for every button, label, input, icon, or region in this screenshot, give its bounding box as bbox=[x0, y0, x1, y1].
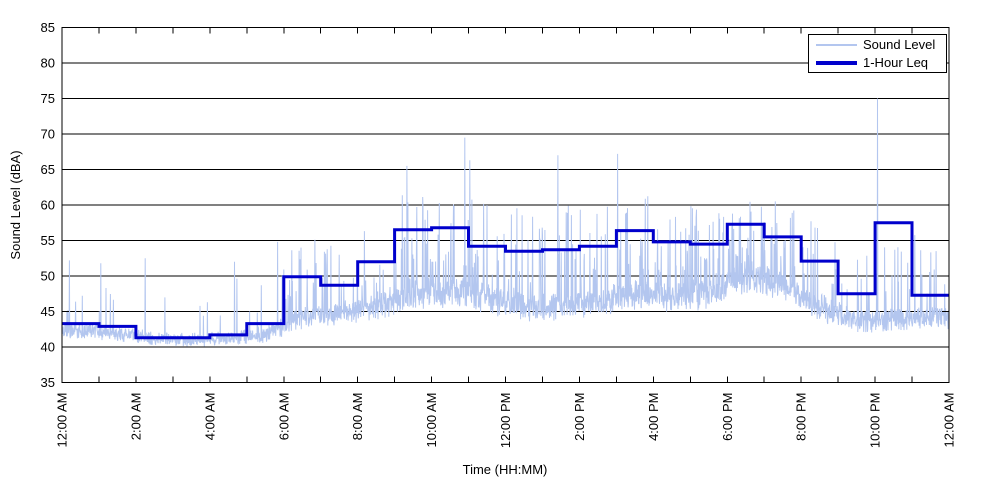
x-tick-label: 8:00 PM bbox=[794, 393, 809, 441]
legend-label-sound-level: Sound Level bbox=[863, 37, 936, 52]
x-tick-label: 12:00 AM bbox=[55, 393, 70, 448]
y-tick-label: 85 bbox=[41, 20, 55, 35]
x-tick-label: 10:00 PM bbox=[868, 393, 883, 449]
sound-level-trace bbox=[61, 98, 950, 347]
leq-step-line bbox=[62, 221, 949, 340]
y-tick-label: 75 bbox=[41, 91, 55, 106]
y-tick-label: 40 bbox=[41, 340, 55, 355]
x-tick-label: 12:00 PM bbox=[498, 393, 513, 449]
x-tick-label: 6:00 AM bbox=[276, 393, 291, 441]
x-tick-label: 4:00 PM bbox=[646, 393, 661, 441]
x-tick-label: 2:00 PM bbox=[572, 393, 587, 441]
x-tick-label: 12:00 AM bbox=[942, 393, 957, 448]
tick-labels: 35 40 45 50 55 60 65 70 75 80 85 12:00 AM 2:00 AM 4:0… bbox=[41, 20, 957, 448]
x-axis-title: Time (HH:MM) bbox=[462, 462, 548, 477]
y-tick-label: 70 bbox=[41, 127, 55, 142]
x-tick-label: 6:00 PM bbox=[720, 393, 735, 441]
x-tick-label: 2:00 AM bbox=[128, 393, 143, 441]
y-tick-label: 80 bbox=[41, 56, 55, 71]
legend-entry-sound-level: Sound Level bbox=[809, 36, 946, 53]
x-tick-label: 10:00 AM bbox=[424, 393, 439, 448]
y-tick-label: 35 bbox=[41, 375, 55, 390]
legend-label-leq: 1-Hour Leq bbox=[863, 55, 929, 70]
sound-level-line-swatch bbox=[816, 43, 857, 46]
legend-entry-leq: 1-Hour Leq bbox=[809, 54, 946, 71]
y-axis-title: Sound Level (dBA) bbox=[8, 150, 23, 260]
legend: Sound Level 1-Hour Leq bbox=[808, 34, 947, 73]
gridlines bbox=[62, 62, 949, 348]
leq-line-swatch bbox=[816, 60, 857, 65]
y-tick-label: 60 bbox=[41, 198, 55, 213]
x-tick-label: 4:00 AM bbox=[202, 393, 217, 441]
y-tick-label: 50 bbox=[41, 269, 55, 284]
y-tick-label: 45 bbox=[41, 304, 55, 319]
y-tick-label: 55 bbox=[41, 233, 55, 248]
y-tick-label: 65 bbox=[41, 162, 55, 177]
axes bbox=[61, 27, 950, 383]
x-tick-label: 8:00 AM bbox=[350, 393, 365, 441]
